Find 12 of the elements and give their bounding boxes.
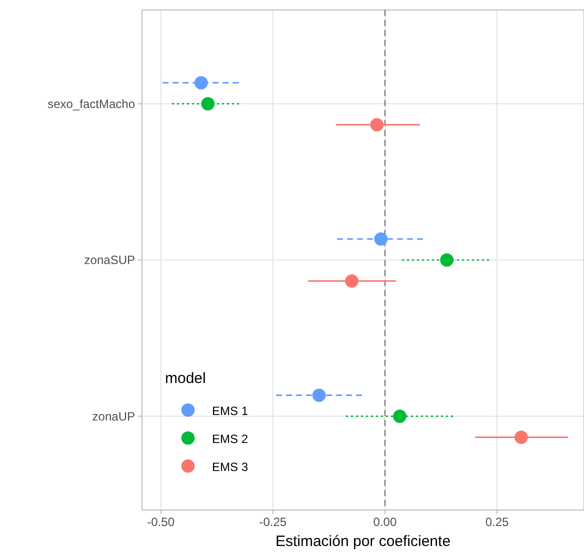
x-axis-title: Estimación por coeficiente (275, 533, 451, 550)
legend-label: EMS 2 (212, 432, 248, 446)
y-tick-label: zonaUP (92, 409, 135, 424)
x-tick-label: 0.00 (373, 515, 397, 529)
x-tick-label: -0.25 (259, 515, 287, 529)
x-tick-label: -0.50 (147, 515, 175, 529)
y-tick-label: zonaSUP (84, 253, 135, 267)
legend-label: EMS 1 (212, 404, 248, 418)
legend-label: EMS 3 (212, 460, 248, 474)
legend-title: model (165, 370, 206, 387)
y-tick-label: sexo_factMacho (48, 96, 136, 111)
x-tick-label: 0.25 (485, 515, 510, 529)
